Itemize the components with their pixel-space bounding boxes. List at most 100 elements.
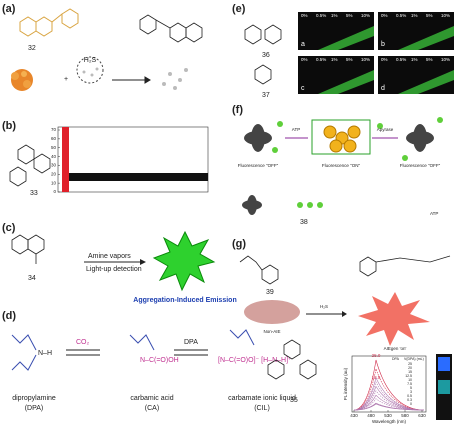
y-tick-label: 40	[51, 154, 57, 159]
image-label: a	[301, 41, 305, 48]
image-label: b	[381, 41, 385, 48]
y-tick-label: 50	[51, 145, 57, 150]
amine-n: N–H	[38, 350, 52, 357]
carbamic-group: N–C(=O)OH	[140, 357, 179, 364]
step: Amine vapors	[88, 253, 131, 260]
panel-label: (g)	[232, 238, 246, 250]
state: Non-AIE	[263, 329, 280, 334]
fraction-label: 0.5%	[396, 13, 406, 18]
molecule	[19, 8, 79, 37]
blob	[244, 300, 300, 324]
species-abbr: (CA)	[145, 405, 159, 412]
spectrum	[353, 376, 425, 411]
x-tick-label: 530	[384, 413, 392, 418]
caption: Aggregation-Induced Emission	[133, 297, 236, 304]
molecule	[11, 329, 255, 371]
fraction-label: 10%	[441, 57, 450, 62]
y-tick-label: 0	[53, 189, 56, 194]
x-tick-label: 480	[367, 413, 375, 418]
bar	[62, 127, 69, 192]
compound: 34	[28, 275, 36, 282]
peak-label: 25.0	[372, 353, 381, 358]
gas: CO₂	[76, 339, 90, 346]
legend: ATP	[430, 211, 438, 216]
step: Light-up detection	[86, 266, 142, 273]
legend-value: 5	[410, 386, 412, 390]
legend-sub: DPA	[392, 357, 400, 361]
panel-label: (d)	[2, 310, 16, 322]
spectrum	[353, 403, 425, 411]
equilibrium-arrow	[66, 349, 208, 356]
compound: 32	[28, 45, 36, 52]
fraction-label: 1%	[411, 13, 418, 18]
arrow-head	[342, 311, 347, 317]
chart-frame	[57, 126, 209, 193]
fraction-label: 0.5%	[316, 57, 326, 62]
state-label: Fluorescence "OFF"	[400, 163, 441, 168]
vial	[438, 357, 450, 371]
molecule	[9, 144, 51, 187]
fraction-label: 0%	[381, 57, 388, 62]
y-tick-label: 30	[51, 163, 57, 168]
x-tick-label: 430	[350, 413, 358, 418]
fraction-label: 5%	[426, 13, 433, 18]
state-label: Fluorescence "OFF"	[238, 163, 279, 168]
spectrum	[353, 394, 425, 411]
compound: 35	[290, 397, 298, 404]
aie-star	[152, 230, 216, 292]
legend-value: 0.5	[407, 394, 412, 398]
spectrum	[353, 385, 425, 411]
atp-beads	[272, 117, 443, 208]
species-name: dipropylamine	[12, 395, 56, 402]
compound: 38	[300, 219, 308, 226]
species-name: carbamic acid	[130, 395, 173, 402]
legend-value: 15	[408, 370, 412, 374]
legend-value: 12.5	[405, 374, 412, 378]
fraction-label: 5%	[346, 13, 353, 18]
y-axis-label: PL intensity (au)	[343, 367, 348, 400]
spectrum	[353, 398, 425, 411]
image-label: c	[301, 85, 305, 92]
y-tick-label: 60	[51, 136, 57, 141]
fraction-label: 5%	[346, 57, 353, 62]
fraction-label: 1%	[331, 57, 338, 62]
trigger: ATP	[292, 127, 300, 132]
x-tick-label: 580	[401, 413, 409, 418]
amine: DPA	[184, 339, 198, 346]
legend-title: V(DPA) (mL)	[404, 357, 424, 361]
panel-label: (e)	[232, 3, 246, 15]
aggregate	[242, 124, 434, 215]
peak-label: 12.5	[372, 375, 381, 380]
aggregate-on	[323, 125, 361, 153]
aie-star	[358, 292, 430, 346]
reagent: H₂S	[320, 304, 328, 309]
species-abbr: (CIL)	[254, 405, 270, 412]
x-axis-label: Wavelength (nm)	[372, 419, 407, 424]
fraction-label: 0%	[381, 13, 388, 18]
legend-value: 10	[408, 378, 412, 382]
compound: 39	[266, 289, 274, 296]
state-label: Fluorescence "ON"	[322, 163, 361, 168]
fraction-label: 10%	[441, 13, 450, 18]
fraction-label: 1%	[411, 57, 418, 62]
bar	[69, 173, 208, 181]
molecule	[244, 24, 282, 85]
fraction-label: 10%	[361, 13, 370, 18]
particles	[82, 67, 188, 90]
reagent: H₂S	[84, 57, 97, 64]
spectrum	[353, 390, 425, 411]
fluorescence	[398, 70, 454, 94]
image-label: d	[381, 85, 385, 92]
spectrum	[353, 403, 425, 411]
gas-bubble	[76, 56, 104, 84]
panel-label: (f)	[232, 104, 243, 116]
molecule	[139, 14, 203, 43]
species-name: carbamate ionic liquid	[228, 395, 296, 402]
legend-value: 3	[410, 390, 412, 394]
fluorescence	[318, 26, 374, 50]
legend-value: 0	[410, 402, 412, 406]
molecule	[11, 234, 45, 264]
panel-label: (b)	[2, 120, 16, 132]
y-tick-label: 20	[51, 171, 57, 176]
